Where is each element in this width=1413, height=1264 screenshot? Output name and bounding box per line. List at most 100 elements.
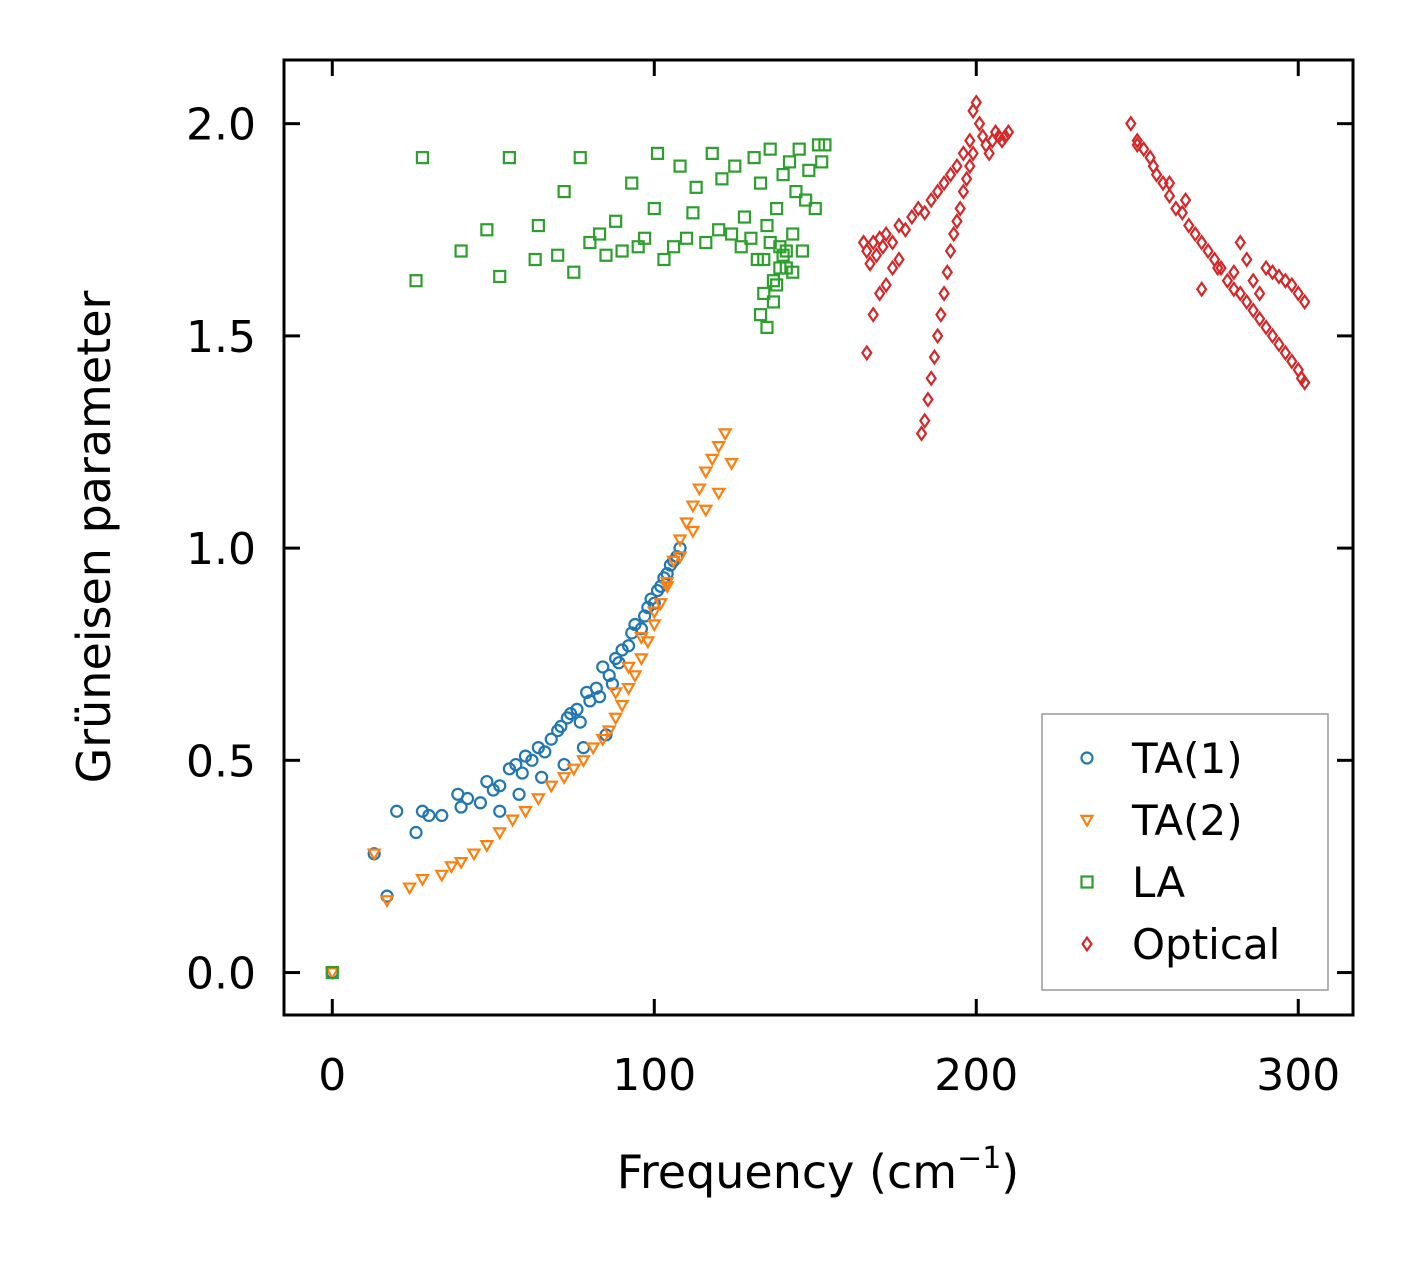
series-la [325,138,832,980]
data-point [402,882,417,896]
data-point [753,308,768,322]
data-point [415,873,430,887]
data-point [773,261,787,275]
data-point [634,622,649,636]
data-point [566,763,582,777]
data-point [518,806,533,819]
data-point [583,235,597,250]
data-point [1221,272,1234,289]
data-point [976,128,989,145]
data-point [1147,157,1160,175]
data-point [679,231,694,245]
data-point [880,276,892,294]
data-point [621,682,636,696]
legend-marker [1079,814,1095,828]
legend: TA(1) TA(2) LA Optical [1041,713,1329,991]
data-point [1260,259,1272,277]
data-point [886,234,899,251]
data-point [1163,174,1176,192]
data-point [595,733,611,747]
data-point [712,223,726,237]
data-point [763,142,777,156]
data-point [515,766,529,780]
data-point [473,796,488,810]
data-point [673,159,687,173]
data-point [479,839,495,853]
data-point [734,240,748,254]
data-point [947,225,960,243]
data-point [715,172,729,186]
data-point [1298,293,1311,311]
legend-marker [1080,751,1094,765]
data-point [667,240,681,254]
data-point [1247,272,1259,289]
data-point [1228,263,1240,281]
data-point [1253,310,1266,328]
data-point [818,138,832,152]
data-point [935,306,947,323]
data-point [672,551,688,565]
data-point [912,200,925,217]
data-point [1176,204,1189,222]
data-point [638,609,652,623]
data-point [893,217,905,234]
data-point [698,466,714,480]
legend-label: TA(1) [1131,734,1243,783]
data-point [650,146,665,160]
data-point [435,808,449,823]
data-point [589,681,603,695]
data-point [931,183,944,200]
data-point [960,170,973,188]
data-point [601,725,617,739]
data-point [691,483,707,497]
x-axis-title-superscript: −1 [957,1141,1001,1176]
data-point [673,541,687,555]
data-point [925,370,937,387]
data-point [1002,123,1015,141]
data-point [954,200,966,217]
data-point [770,201,784,216]
data-point [1131,132,1144,149]
data-point [699,235,713,250]
data-point [1183,217,1195,234]
data-point [531,218,545,233]
data-point [647,596,661,610]
data-point [802,163,816,177]
data-point [717,428,733,442]
x-tick-label: 300 [1256,1050,1340,1101]
legend-marker [1080,875,1094,889]
data-point [1212,259,1224,277]
legend-label: LA [1132,858,1185,907]
data-point [685,525,701,539]
data-point [922,391,934,408]
data-point [1247,302,1259,319]
data-point [776,168,790,182]
data-point [454,800,468,814]
data-point [325,965,339,980]
y-tick-label: 0.0 [186,949,256,1000]
data-point [1234,285,1247,302]
data-point [944,242,957,260]
series-optical [857,94,1311,442]
data-point [554,719,568,733]
data-point [1195,234,1208,251]
data-point [931,327,944,345]
data-point [625,176,639,190]
data-point [1195,280,1208,298]
data-point [744,231,758,245]
data-point [951,157,963,175]
data-point [576,755,591,769]
data-point [444,861,459,875]
data-point [525,753,539,767]
data-point [1170,200,1182,217]
data-point [886,259,899,277]
data-point [698,504,714,518]
data-point [492,827,508,841]
data-point [776,248,790,262]
series-ta-2 [324,428,739,981]
y-tick-label: 2.0 [186,100,256,151]
data-point [599,248,613,262]
data-point [505,814,521,828]
data-point [538,745,552,759]
data-point [1266,327,1279,345]
